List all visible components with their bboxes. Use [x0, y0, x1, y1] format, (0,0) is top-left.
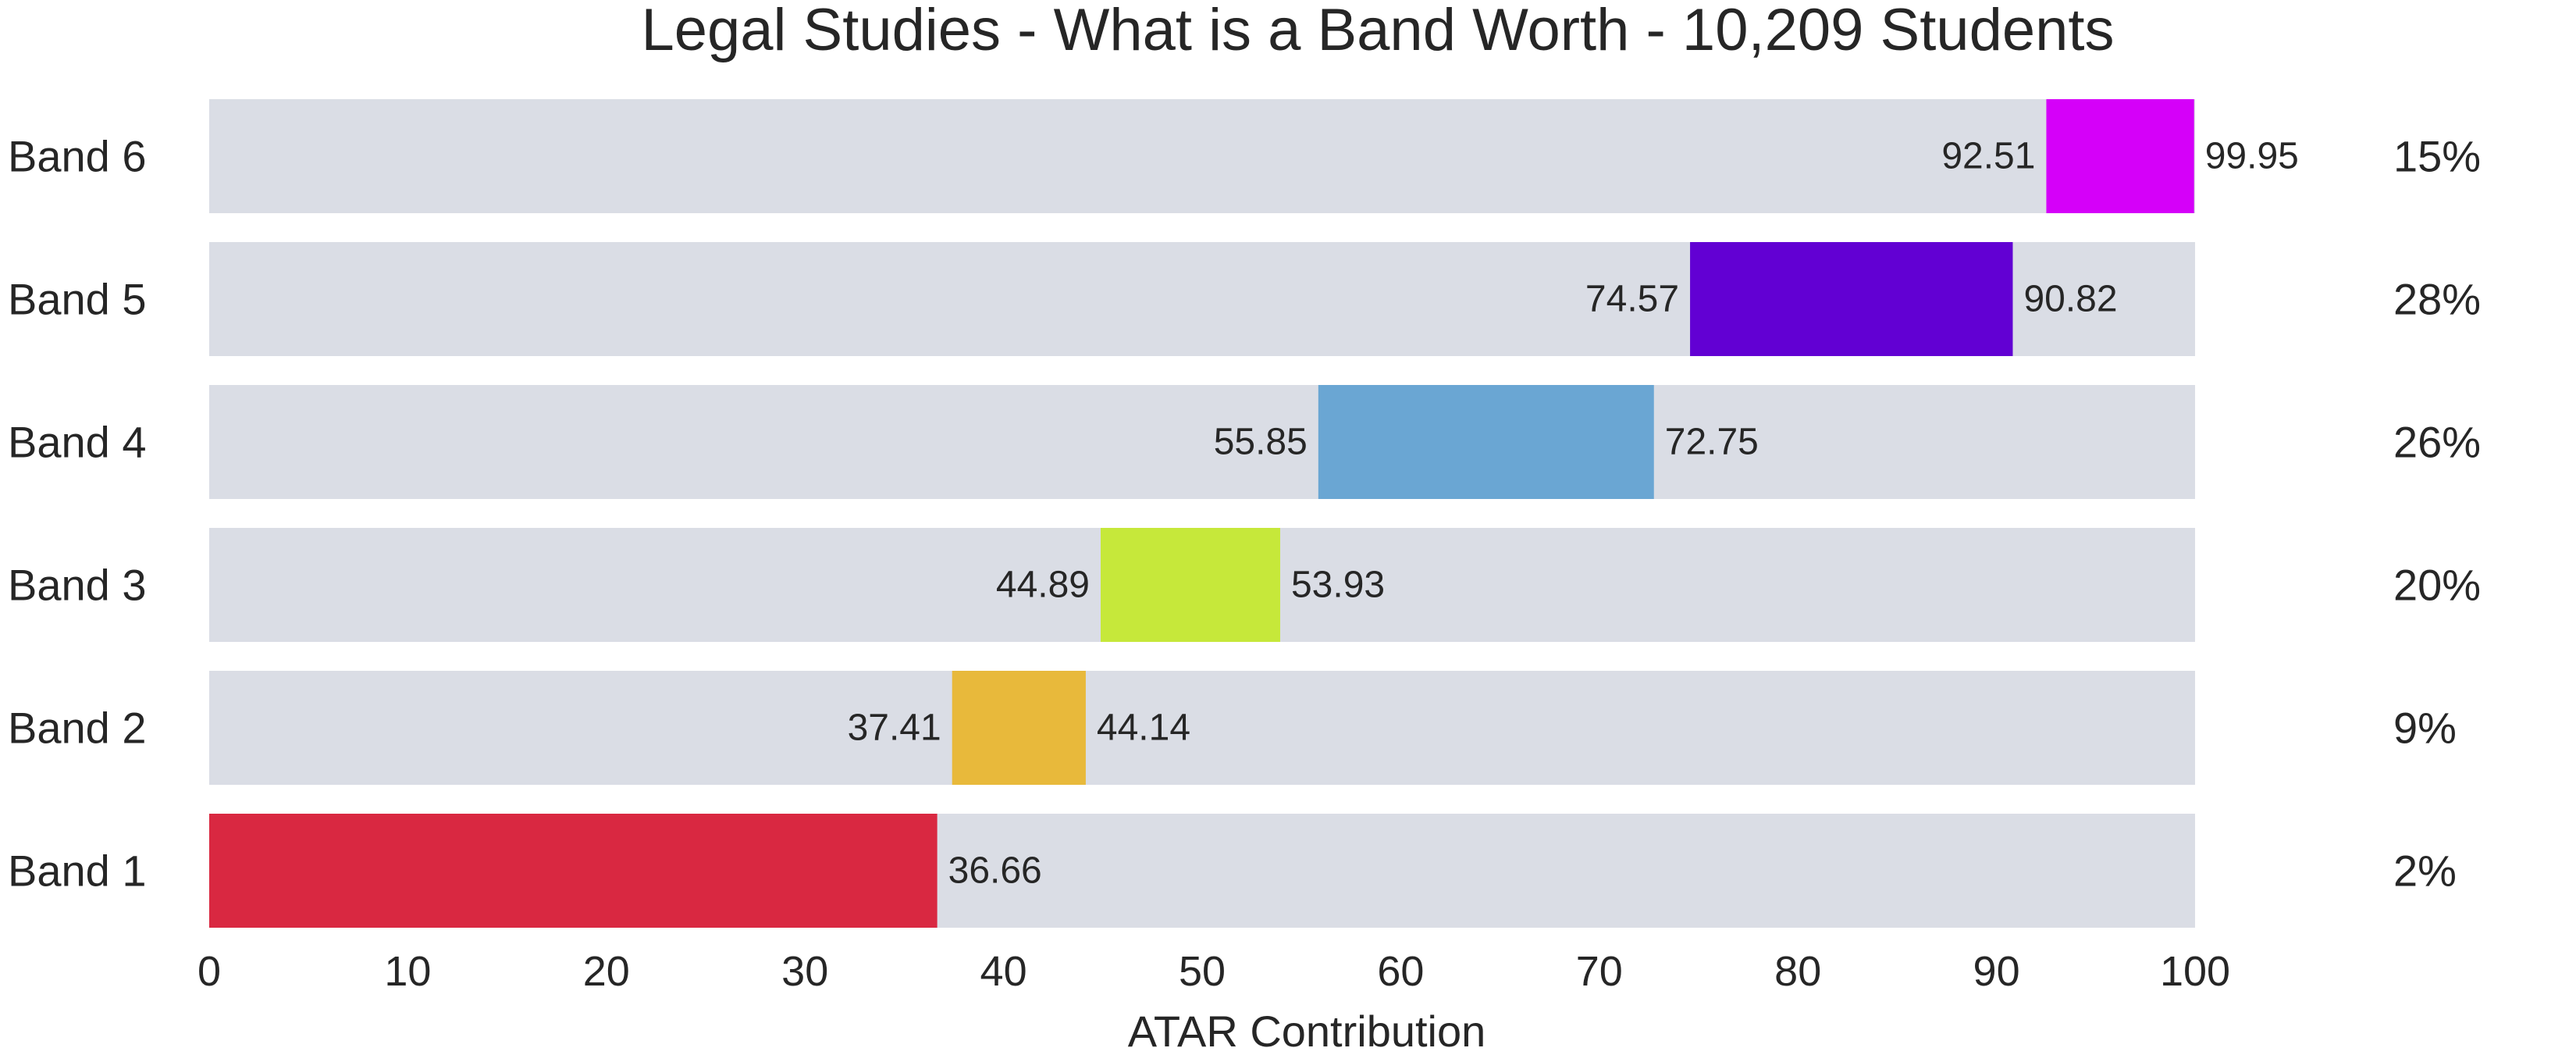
- band-6-start-value: 92.51: [1941, 136, 2035, 177]
- x-tick-label: 20: [583, 948, 630, 995]
- x-tick-label: 10: [384, 948, 431, 995]
- band-2-label: Band 2: [8, 704, 147, 753]
- band-6-row: Band 6 92.51 99.95 15%: [8, 99, 2481, 213]
- x-tick-label: 90: [1973, 948, 2020, 995]
- band-5-end-value: 90.82: [2023, 279, 2117, 320]
- band-2-end-value: 44.14: [1097, 707, 1190, 749]
- chart-title: Legal Studies - What is a Band Worth - 1…: [641, 0, 2114, 63]
- band-6-end-value: 99.95: [2205, 136, 2299, 177]
- band-5-row: Band 5 74.57 90.82 28%: [8, 242, 2481, 356]
- band-5-start-value: 74.57: [1585, 279, 1679, 320]
- band-3-start-value: 44.89: [996, 565, 1090, 606]
- band-1-label: Band 1: [8, 846, 147, 896]
- band-4-percent: 26%: [2393, 418, 2481, 467]
- band-2-row: Band 2 37.41 44.14 9%: [8, 671, 2457, 785]
- band-4-track: [209, 385, 2195, 499]
- band-6-label: Band 6: [8, 132, 147, 181]
- x-tick-label: 80: [1774, 948, 1821, 995]
- band-4-label: Band 4: [8, 418, 147, 467]
- band-3-bar: [1101, 528, 1280, 642]
- band-3-percent: 20%: [2393, 561, 2481, 610]
- band-2-bar: [952, 671, 1086, 785]
- band-2-start-value: 37.41: [848, 707, 941, 749]
- band-6-bar: [2046, 99, 2194, 213]
- band-5-label: Band 5: [8, 275, 147, 324]
- band-1-row: Band 1 36.66 2%: [8, 814, 2457, 928]
- band-1-bar: [209, 814, 938, 928]
- x-tick-label: 30: [781, 948, 828, 995]
- x-tick-label: 40: [980, 948, 1027, 995]
- band-3-end-value: 53.93: [1291, 565, 1385, 606]
- x-tick-label: 0: [197, 948, 221, 995]
- band-3-label: Band 3: [8, 561, 147, 610]
- band-5-percent: 28%: [2393, 275, 2481, 324]
- x-tick-label: 70: [1576, 948, 1623, 995]
- band-4-start-value: 55.85: [1214, 422, 1308, 463]
- band-4-bar: [1318, 385, 1654, 499]
- band-6-percent: 15%: [2393, 132, 2481, 181]
- band-6-track: [209, 99, 2195, 213]
- band-3-row: Band 3 44.89 53.93 20%: [8, 528, 2481, 642]
- bars-layer: Band 6 92.51 99.95 15%Band 5 74.57 90.82 28%Ba…: [8, 99, 2481, 928]
- x-axis: 0 10 20 30 40 50 60 70 80 90 100: [197, 948, 2230, 995]
- x-axis-label: ATAR Contribution: [1128, 1007, 1486, 1055]
- band-1-percent: 2%: [2393, 846, 2457, 896]
- x-tick-label: 50: [1179, 948, 1226, 995]
- x-tick-label: 60: [1377, 948, 1424, 995]
- band-5-bar: [1690, 242, 2013, 356]
- band-1-end-value: 36.66: [948, 850, 1042, 892]
- band-2-track: [209, 671, 2195, 785]
- band-2-percent: 9%: [2393, 704, 2457, 753]
- x-tick-label: 100: [2160, 948, 2230, 995]
- band-4-end-value: 72.75: [1665, 422, 1759, 463]
- band-4-row: Band 4 55.85 72.75 26%: [8, 385, 2481, 499]
